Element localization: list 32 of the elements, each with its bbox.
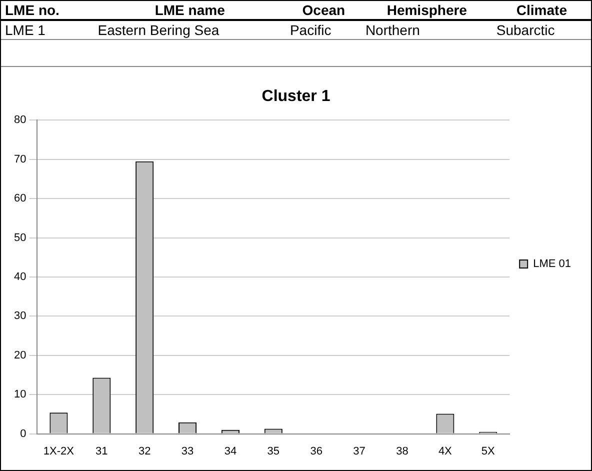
y-tick-label: 50 bbox=[14, 232, 26, 244]
y-tick-label: 70 bbox=[14, 153, 26, 166]
x-tick-label: 33 bbox=[181, 445, 194, 458]
x-tick-label: 4X bbox=[438, 445, 453, 458]
text: LME 1 bbox=[1, 20, 94, 40]
y-tick-label: 60 bbox=[14, 192, 26, 205]
x-tick-label: 1X-2X bbox=[43, 445, 75, 458]
text: Climate bbox=[492, 1, 591, 20]
x-tick-label: 34 bbox=[224, 445, 237, 458]
text: Northern bbox=[361, 20, 492, 40]
chart-title: Cluster 1 bbox=[262, 88, 330, 106]
y-tick-label: 30 bbox=[14, 310, 26, 322]
y-tick-label: 80 bbox=[14, 114, 26, 126]
x-tick-label: 38 bbox=[396, 445, 408, 458]
text: LME name bbox=[94, 1, 286, 20]
text: Subarctic bbox=[492, 20, 591, 40]
text: Pacific bbox=[286, 20, 362, 40]
y-tick-label: 10 bbox=[14, 388, 26, 401]
y-tick-label: 40 bbox=[14, 271, 26, 284]
legend-label: LME 01 bbox=[533, 258, 572, 270]
x-tick-label: 36 bbox=[310, 445, 322, 458]
x-tick-label: 31 bbox=[96, 445, 108, 458]
x-tick-label: 5X bbox=[481, 445, 496, 458]
y-tick-label: 0 bbox=[20, 428, 26, 440]
text: LME no. bbox=[1, 1, 94, 20]
text: Ocean bbox=[286, 1, 362, 20]
x-tick-label: 37 bbox=[353, 445, 366, 458]
text: Eastern Bering Sea bbox=[94, 20, 286, 40]
x-tick-label: 35 bbox=[267, 445, 280, 458]
text: Hemisphere bbox=[361, 1, 492, 20]
x-tick-label: 32 bbox=[138, 445, 151, 458]
y-tick-label: 20 bbox=[14, 349, 26, 362]
